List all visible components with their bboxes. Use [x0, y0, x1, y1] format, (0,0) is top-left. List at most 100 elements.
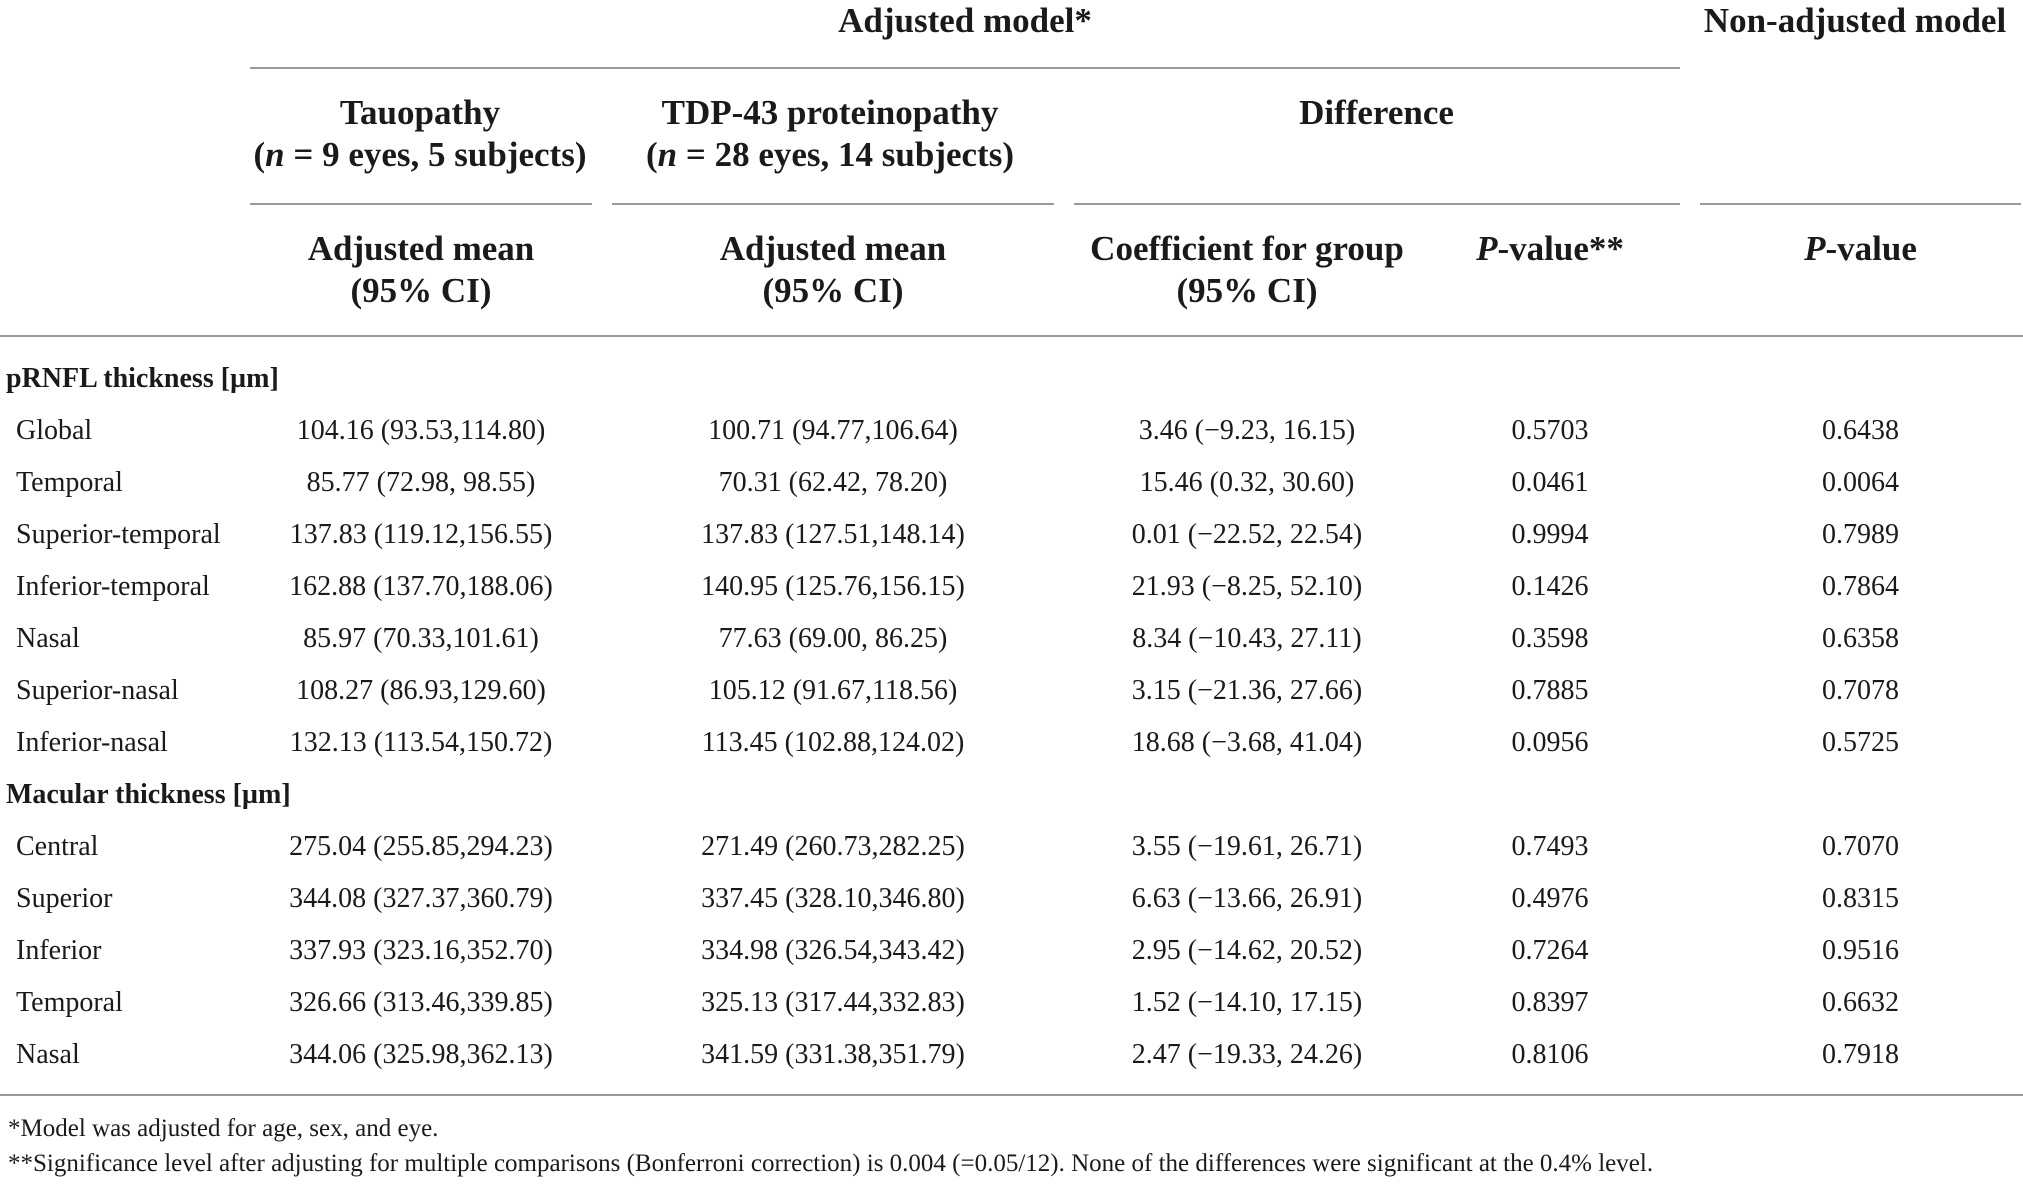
p-value-label: -value**: [1497, 229, 1624, 268]
p-value-cell: 0.0461: [1511, 467, 1589, 498]
tdp-mean-cell: 113.45 (102.88,124.02): [701, 727, 965, 758]
tau-mean-cell: 137.83 (119.12,156.55): [289, 519, 553, 550]
coefficient-header: Coefficient for group (95% CI): [1074, 228, 1420, 312]
coefficient-cell: 2.47 (−19.33, 24.26): [1131, 1039, 1363, 1070]
coefficient-cell: 6.63 (−13.66, 26.91): [1131, 883, 1363, 914]
footnote-significance: **Significance level after adjusting for…: [8, 1150, 1654, 1177]
tdp-adjusted-mean-label: Adjusted mean: [719, 229, 947, 268]
tauopathy-n-symbol: n: [265, 135, 285, 174]
adjusted-model-header: Adjusted model*: [838, 1, 1092, 40]
tau-mean-cell: 337.93 (323.16,352.70): [289, 935, 553, 966]
tau-mean-cell: 104.16 (93.53,114.80): [296, 415, 546, 446]
coefficient-cell: 3.55 (−19.61, 26.71): [1131, 831, 1363, 862]
tau-mean-cell: 132.13 (113.54,150.72): [289, 727, 553, 758]
coefficient-cell: 0.01 (−22.52, 22.54): [1131, 519, 1363, 550]
p-value-cell: 0.3598: [1511, 623, 1589, 654]
coefficient-cell: 21.93 (−8.25, 52.10): [1131, 571, 1363, 602]
tau-mean-cell: 275.04 (255.85,294.23): [289, 831, 553, 862]
rule-table-bottom: [0, 1094, 2023, 1096]
tauopathy-header: Tauopathy (n = 9 eyes, 5 subjects): [248, 92, 592, 176]
p-value-non-adjusted-cell: 0.5725: [1822, 727, 1899, 758]
coefficient-cell: 2.95 (−14.62, 20.52): [1131, 935, 1363, 966]
p-symbol: P: [1804, 229, 1826, 268]
rule-header-bottom: [0, 335, 2023, 337]
tau-mean-cell: 344.06 (325.98,362.13): [289, 1039, 553, 1070]
p-symbol: P: [1476, 229, 1498, 268]
p-value-cell: 0.8397: [1511, 987, 1589, 1018]
p-value-non-adjusted-cell: 0.7918: [1822, 1039, 1899, 1070]
tdp43-header: TDP-43 proteinopathy (n = 28 eyes, 14 su…: [610, 92, 1050, 176]
p-value-cell: 0.1426: [1511, 571, 1589, 602]
row-label: Nasal: [16, 623, 80, 654]
tdp-mean-cell: 100.71 (94.77,106.64): [708, 415, 958, 446]
row-label: Central: [16, 831, 99, 862]
row-label: Temporal: [16, 467, 123, 498]
tauopathy-title: Tauopathy: [339, 93, 501, 132]
tdp43-n-symbol: n: [657, 135, 678, 174]
tau-mean-cell: 326.66 (313.46,339.85): [289, 987, 553, 1018]
row-label: Superior-nasal: [16, 675, 179, 706]
rule-tauopathy: [250, 203, 592, 205]
p-value-cell: 0.7885: [1511, 675, 1589, 706]
row-label: Inferior: [16, 935, 102, 966]
tau-ci-label: (95% CI): [350, 271, 492, 310]
tau-adjusted-mean-label: Adjusted mean: [307, 229, 535, 268]
tdp-ci-label: (95% CI): [762, 271, 904, 310]
p-value-non-adjusted-header: P-value: [1700, 228, 2021, 270]
p-value-cell: 0.0956: [1511, 727, 1589, 758]
coefficient-cell: 3.46 (−9.23, 16.15): [1138, 415, 1356, 446]
tdp-mean-cell: 70.31 (62.42, 78.20): [718, 467, 948, 498]
tdp-mean-cell: 341.59 (331.38,351.79): [701, 1039, 965, 1070]
p-value-cell: 0.5703: [1511, 415, 1589, 446]
tdp43-n-text: = 28 eyes, 14 subjects): [677, 135, 1014, 174]
p-value-cell: 0.7493: [1511, 831, 1589, 862]
p-value-non-adjusted-cell: 0.0064: [1822, 467, 1899, 498]
p-value-non-adjusted-cell: 0.7864: [1822, 571, 1899, 602]
rule-non-adjusted: [1700, 203, 2021, 205]
p-value-adjusted-header: P-value**: [1420, 228, 1680, 270]
footnote-adjustment: *Model was adjusted for age, sex, and ey…: [8, 1115, 439, 1142]
rule-adjusted-model: [250, 67, 1680, 69]
row-label: Superior-temporal: [16, 519, 221, 550]
coefficient-cell: 3.15 (−21.36, 27.66): [1131, 675, 1363, 706]
coefficient-cell: 8.34 (−10.43, 27.11): [1132, 623, 1362, 654]
tauopathy-n-text: = 9 eyes, 5 subjects): [284, 135, 587, 174]
row-label: Temporal: [16, 987, 123, 1018]
section-title: pRNFL thickness [µm]: [6, 363, 279, 394]
tau-mean-cell: 108.27 (86.93,129.60): [296, 675, 546, 706]
section-title: Macular thickness [µm]: [6, 779, 291, 810]
tauopathy-n: (n = 9 eyes, 5 subjects): [253, 135, 587, 174]
row-label: Nasal: [16, 1039, 80, 1070]
p-value-cell: 0.8106: [1511, 1039, 1589, 1070]
tdp-mean-cell: 337.45 (328.10,346.80): [701, 883, 965, 914]
tau-adjusted-mean-header: Adjusted mean (95% CI): [250, 228, 592, 312]
coefficient-cell: 18.68 (−3.68, 41.04): [1131, 727, 1363, 758]
tau-mean-cell: 162.88 (137.70,188.06): [289, 571, 553, 602]
row-label: Inferior-nasal: [16, 727, 168, 758]
coefficient-label: Coefficient for group: [1090, 229, 1404, 268]
p-value-non-adjusted-cell: 0.8315: [1822, 883, 1899, 914]
rule-difference: [1074, 203, 1680, 205]
tdp-mean-cell: 334.98 (326.54,343.42): [701, 935, 965, 966]
tau-mean-cell: 85.77 (72.98, 98.55): [306, 467, 536, 498]
row-label: Inferior-temporal: [16, 571, 210, 602]
p-value-non-adjusted-cell: 0.6632: [1822, 987, 1899, 1018]
tdp-mean-cell: 140.95 (125.76,156.15): [701, 571, 965, 602]
coefficient-ci-label: (95% CI): [1176, 271, 1318, 310]
rule-tdp43: [612, 203, 1054, 205]
tdp43-title: TDP-43 proteinopathy: [661, 93, 999, 132]
p-value-cell: 0.9994: [1511, 519, 1589, 550]
p-value-label: -value: [1825, 229, 1917, 268]
difference-header: Difference: [1299, 93, 1454, 132]
coefficient-cell: 1.52 (−14.10, 17.15): [1131, 987, 1363, 1018]
tdp-mean-cell: 325.13 (317.44,332.83): [701, 987, 965, 1018]
tdp-adjusted-mean-header: Adjusted mean (95% CI): [612, 228, 1054, 312]
tdp-mean-cell: 137.83 (127.51,148.14): [701, 519, 965, 550]
tau-mean-cell: 85.97 (70.33,101.61): [303, 623, 539, 654]
p-value-non-adjusted-cell: 0.9516: [1822, 935, 1899, 966]
p-value-non-adjusted-cell: 0.7070: [1822, 831, 1899, 862]
tdp-mean-cell: 271.49 (260.73,282.25): [701, 831, 965, 862]
p-value-non-adjusted-cell: 0.6358: [1822, 623, 1899, 654]
tdp-mean-cell: 105.12 (91.67,118.56): [708, 675, 958, 706]
non-adjusted-model-header: Non-adjusted model: [1703, 1, 2007, 40]
